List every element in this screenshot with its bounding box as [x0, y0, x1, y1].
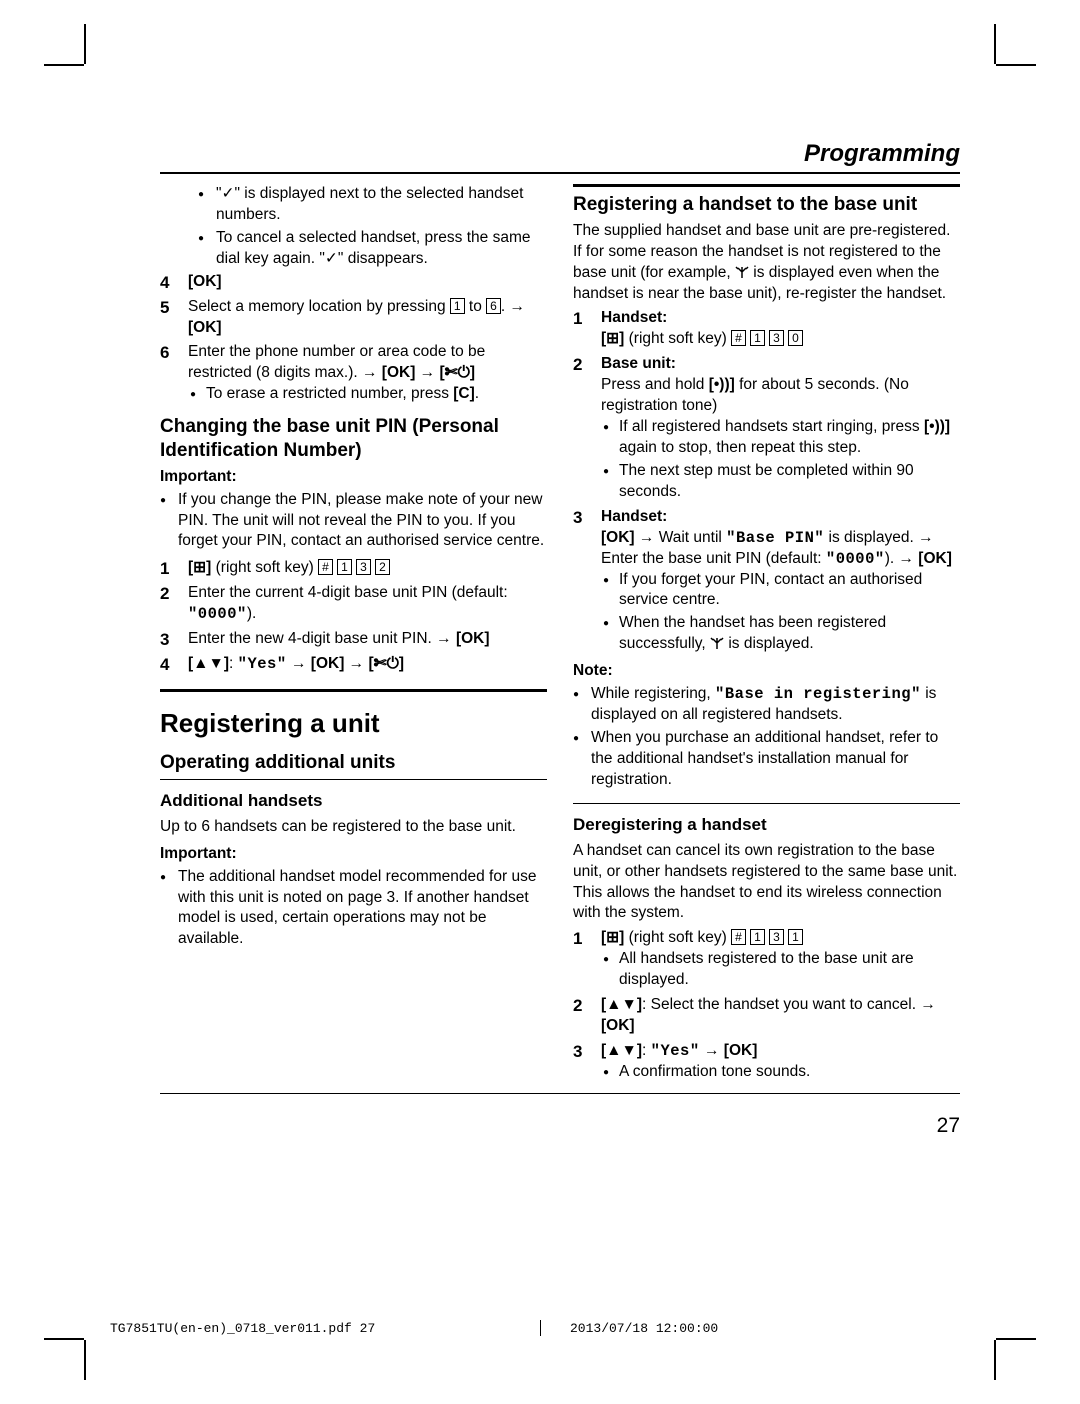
dereg-step-2: 2 [▲▼]: Select the handset you want to c…	[573, 995, 960, 1037]
rule	[160, 779, 547, 780]
locator-icon: [•))]	[709, 376, 735, 393]
key-1: 1	[337, 559, 352, 575]
crop-mark	[84, 24, 86, 64]
key-1: 1	[750, 929, 765, 945]
key-3: 3	[769, 330, 784, 346]
step-5: 5 Select a memory location by pressing 1…	[160, 297, 547, 339]
crop-mark	[996, 64, 1036, 66]
bullet: While registering, "Base in registering"…	[591, 684, 960, 726]
footer-divider	[540, 1320, 570, 1336]
off-icon: [✄⏻]	[440, 364, 476, 381]
off-icon: [✄⏻]	[368, 655, 404, 672]
reg-step-2: 2 Base unit: Press and hold [•))] for ab…	[573, 354, 960, 502]
paragraph: Up to 6 handsets can be registered to th…	[160, 817, 547, 838]
crop-mark	[44, 64, 84, 66]
sub-bullet: When the handset has been registered suc…	[619, 613, 960, 655]
key-1: 1	[788, 929, 803, 945]
antenna-icon	[735, 265, 749, 279]
key-2: 2	[375, 559, 390, 575]
nav-icon: [▲▼]	[188, 655, 229, 672]
locator-icon: [•))]	[924, 418, 950, 435]
note-label: Note:	[573, 661, 960, 682]
reg-step-3: 3 Handset: [OK] → Wait until "Base PIN" …	[573, 507, 960, 655]
sub-bullet: If you forget your PIN, contact an autho…	[619, 570, 960, 612]
header-rule	[160, 172, 960, 174]
key-hash: #	[318, 559, 333, 575]
sub-bullet: If all registered handsets start ringing…	[619, 417, 960, 459]
rule	[573, 184, 960, 187]
important-label: Important:	[160, 844, 547, 865]
sub-bullet: The next step must be completed within 9…	[619, 461, 960, 503]
paragraph: A handset can cancel its own registratio…	[573, 841, 960, 925]
step-4: 4[OK]	[160, 272, 547, 293]
crop-mark	[994, 24, 996, 64]
bullet: The additional handset model recommended…	[178, 867, 547, 951]
key-3: 3	[769, 929, 784, 945]
key-0: 0	[788, 330, 803, 346]
key-hash: #	[731, 929, 746, 945]
nav-icon: [▲▼]	[601, 996, 642, 1013]
footer-left: TG7851TU(en-en)_0718_ver011.pdf 27	[110, 1321, 540, 1336]
heading-pin: Changing the base unit PIN (Personal Ide…	[160, 415, 547, 463]
crop-mark	[994, 1340, 996, 1380]
bullet: If you change the PIN, please make note …	[178, 490, 547, 553]
key-hash: #	[731, 330, 746, 346]
rule	[160, 689, 547, 692]
heading-operating: Operating additional units	[160, 751, 547, 775]
bullet: To cancel a selected handset, press the …	[216, 228, 547, 270]
rule	[573, 803, 960, 804]
heading-additional: Additional handsets	[160, 790, 547, 813]
page: Programming "✓" is displayed next to the…	[0, 0, 1080, 1404]
crop-mark	[996, 1338, 1036, 1340]
key-1: 1	[450, 298, 465, 314]
pin-step-1: 1 [⊞] (right soft key) # 1 3 2	[160, 558, 547, 579]
menu-icon: [⊞]	[601, 929, 624, 946]
footer-right: 2013/07/18 12:00:00	[570, 1321, 718, 1336]
heading-reg-base: Registering a handset to the base unit	[573, 193, 960, 217]
pin-step-2: 2 Enter the current 4-digit base unit PI…	[160, 583, 547, 625]
nav-icon: [▲▼]	[601, 1042, 642, 1059]
right-column: Registering a handset to the base unit T…	[573, 184, 960, 1087]
heading-registering: Registering a unit	[160, 706, 547, 741]
key-6: 6	[486, 298, 501, 314]
dereg-step-1: 1 [⊞] (right soft key) # 1 3 1 All hands…	[573, 928, 960, 991]
left-column: "✓" is displayed next to the selected ha…	[160, 184, 547, 1087]
reg-step-1: 1 Handset: [⊞] (right soft key) # 1 3 0	[573, 308, 960, 350]
sub-bullet: A confirmation tone sounds.	[619, 1062, 960, 1083]
crop-mark	[44, 1338, 84, 1340]
dereg-step-3: 3 [▲▼]: "Yes" → [OK] A confirmation tone…	[573, 1041, 960, 1083]
columns: "✓" is displayed next to the selected ha…	[160, 184, 960, 1087]
print-footer: TG7851TU(en-en)_0718_ver011.pdf 27 2013/…	[110, 1321, 990, 1336]
important-label: Important:	[160, 467, 547, 488]
section-header: Programming	[160, 140, 960, 168]
menu-icon: [⊞]	[188, 559, 211, 576]
key-3: 3	[356, 559, 371, 575]
key-1: 1	[750, 330, 765, 346]
paragraph: The supplied handset and base unit are p…	[573, 221, 960, 305]
pin-step-3: 3 Enter the new 4-digit base unit PIN. →…	[160, 629, 547, 650]
content: Programming "✓" is displayed next to the…	[160, 140, 960, 1138]
menu-icon: [⊞]	[601, 330, 624, 347]
bullet: When you purchase an additional handset,…	[591, 728, 960, 791]
antenna-icon	[710, 636, 724, 650]
sub-bullet: All handsets registered to the base unit…	[619, 949, 960, 991]
page-number: 27	[160, 1114, 960, 1138]
sub-bullet: To erase a restricted number, press [C].	[206, 384, 547, 405]
footer-rule	[160, 1093, 960, 1094]
crop-mark	[84, 1340, 86, 1380]
pin-step-4: 4 [▲▼]: "Yes" → [OK] → [✄⏻]	[160, 654, 547, 675]
bullet: "✓" is displayed next to the selected ha…	[216, 184, 547, 226]
step-6: 6 Enter the phone number or area code to…	[160, 342, 547, 405]
heading-dereg: Deregistering a handset	[573, 814, 960, 837]
